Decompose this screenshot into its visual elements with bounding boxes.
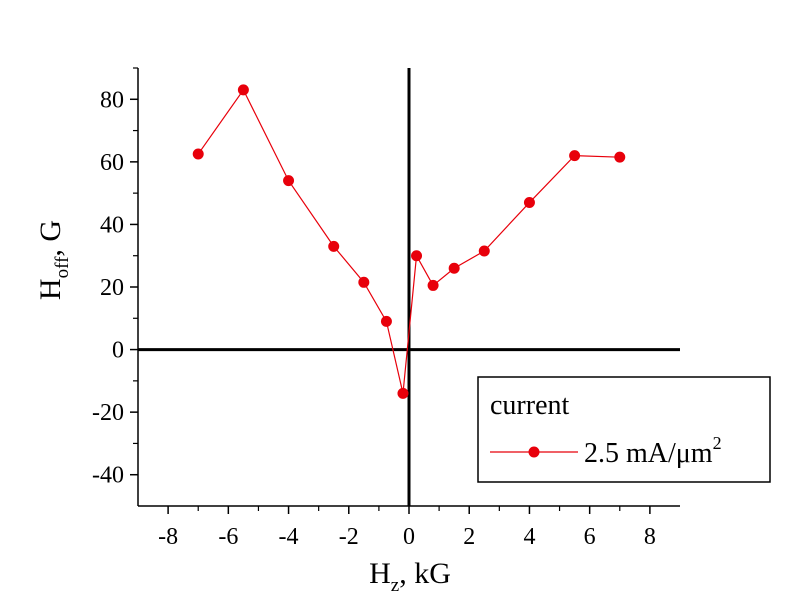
- x-tick-label: -2: [339, 524, 359, 550]
- x-axis-title-main: H: [369, 557, 391, 590]
- y-tick-label: -40: [92, 463, 124, 489]
- y-axis-title-suffix: , G: [34, 220, 67, 257]
- x-tick-label: 6: [584, 524, 596, 550]
- y-tick-label: 60: [100, 150, 124, 176]
- data-point: [192, 148, 204, 160]
- data-point: [411, 250, 423, 262]
- x-tick-label: -4: [279, 524, 299, 550]
- x-axis-title-sub: z: [391, 575, 399, 596]
- data-point: [614, 151, 626, 163]
- series-line: [197, 88, 620, 394]
- x-tick-label: 4: [523, 524, 535, 550]
- data-point: [478, 245, 490, 257]
- data-point: [380, 315, 392, 327]
- legend: current 2.5 mA/μm2: [477, 376, 771, 483]
- y-tick-label: 0: [112, 338, 124, 364]
- plot-area: [192, 84, 626, 399]
- data-point: [569, 150, 581, 162]
- x-tick-label: 2: [463, 524, 475, 550]
- data-point: [237, 84, 249, 96]
- legend-entry-main: 2.5 mA/μm: [584, 438, 713, 469]
- legend-marker-swatch: [528, 446, 540, 458]
- x-axis-title: Hz, kG: [369, 557, 451, 596]
- y-axis-title-main: H: [34, 278, 67, 300]
- x-tick-label: -8: [158, 524, 178, 550]
- data-point: [397, 387, 409, 399]
- legend-box: [477, 376, 771, 483]
- x-tick-label: 0: [403, 524, 415, 550]
- y-tick-label: 80: [100, 87, 124, 113]
- x-tick-label: 8: [644, 524, 656, 550]
- data-point: [358, 276, 370, 288]
- y-axis-title-sub: off: [52, 256, 73, 278]
- y-tick-label: -20: [92, 400, 124, 426]
- x-axis-title-suffix: , kG: [399, 557, 451, 590]
- legend-title: current: [490, 390, 570, 421]
- data-point: [448, 262, 460, 274]
- legend-entry-sup: 2: [713, 433, 722, 453]
- data-point: [283, 175, 295, 187]
- data-point: [427, 279, 439, 291]
- data-point: [328, 240, 340, 252]
- data-point: [523, 197, 535, 209]
- y-tick-label: 40: [100, 212, 124, 238]
- y-tick-label: 20: [100, 275, 124, 301]
- x-tick-label: -6: [218, 524, 238, 550]
- legend-entry-label: 2.5 mA/μm2: [584, 433, 722, 469]
- y-axis-title: Hoff, G: [34, 220, 73, 300]
